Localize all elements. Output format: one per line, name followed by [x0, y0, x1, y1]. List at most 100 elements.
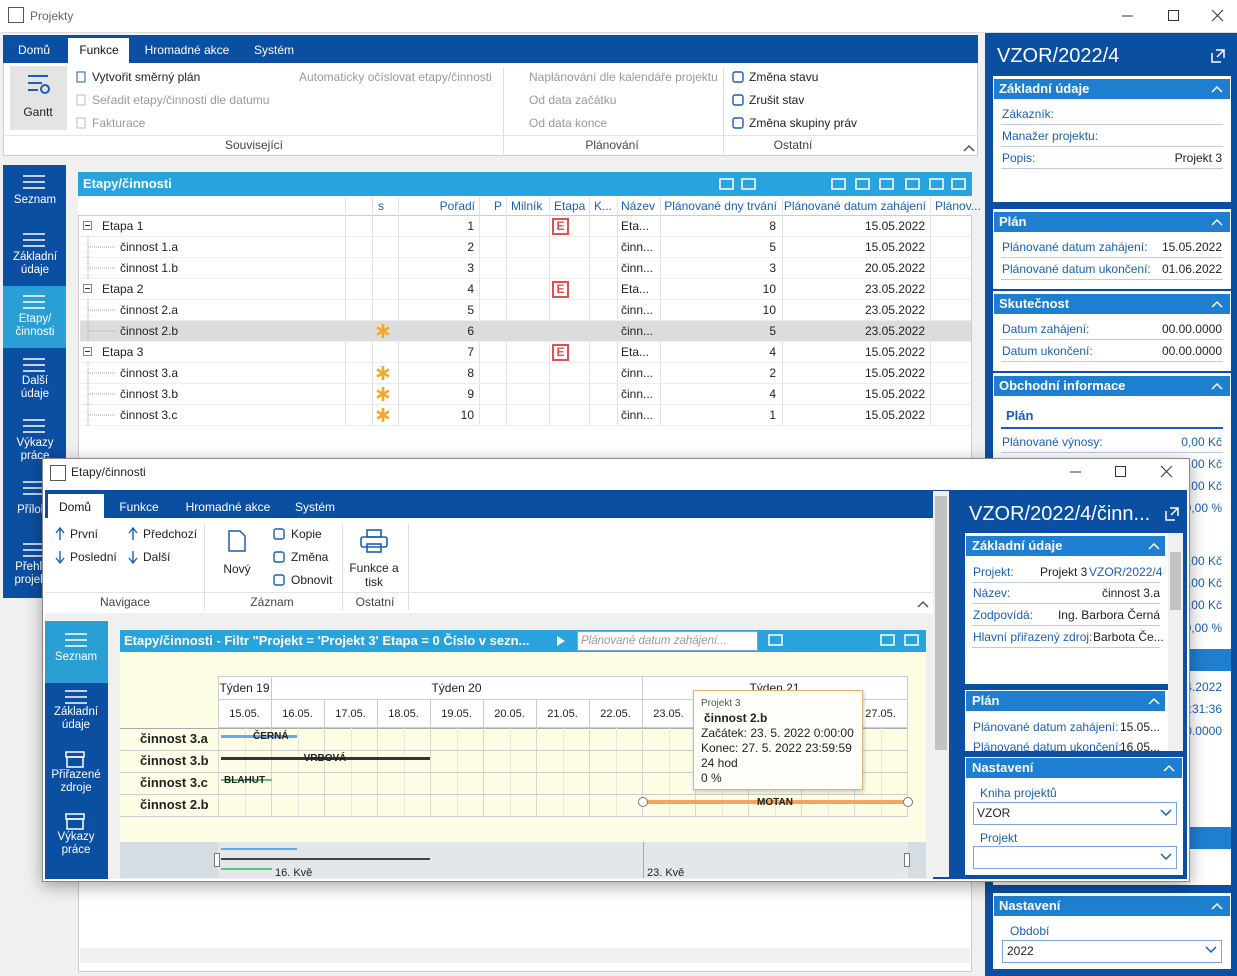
sidebar-item[interactable]: Výkazy práce [57, 831, 95, 856]
day-label: 19.05. [441, 708, 472, 720]
task-name[interactable]: činnost 3.a [120, 366, 179, 380]
field-line [1001, 146, 1223, 147]
separator [723, 68, 724, 154]
row-label[interactable]: činnost 3.b [140, 753, 209, 768]
ribbon-button[interactable]: Od data konce [529, 116, 608, 130]
ribbon-button[interactable]: Seřadit etapy/činnosti dle datumu [92, 93, 270, 107]
ribbon-button[interactable]: Automaticky očíslovat etapy/činnosti [299, 70, 492, 84]
task-name[interactable]: Etapa 2 [102, 282, 144, 296]
order: 1 [467, 219, 474, 233]
resource-label: MOTAN [757, 797, 793, 808]
card-heading-text: Obchodní informace [999, 378, 1126, 393]
active-tab [68, 38, 129, 63]
overview-range [218, 842, 908, 878]
field-value: 0,00 % [1184, 621, 1222, 635]
column-divider [617, 197, 618, 425]
start-date: 23.05.2022 [864, 324, 925, 338]
sidebar-item[interactable]: Základní údaje [12, 251, 58, 276]
card-heading-text: Nastavení [972, 760, 1034, 775]
button-icon [732, 94, 744, 106]
ribbon-tab[interactable]: Funkce [119, 500, 159, 514]
task-bar[interactable] [221, 757, 430, 760]
card-heading [965, 535, 1166, 557]
ribbon-button[interactable]: Naplánování dle kalendáře projektu [529, 70, 718, 84]
ribbon-button[interactable]: První [70, 527, 99, 541]
tree-connector [87, 404, 115, 425]
collapse-caret [1211, 218, 1223, 226]
field-line [1001, 339, 1223, 340]
button-icon [732, 117, 744, 129]
tooltip-line: 0 % [701, 771, 722, 785]
ribbon-tab[interactable]: Domů [58, 500, 91, 514]
order: 6 [467, 324, 474, 338]
ribbon-tab[interactable]: Funkce [79, 43, 119, 57]
ribbon-button[interactable]: Poslední [70, 550, 117, 564]
task-name[interactable]: činnost 2.b [120, 324, 179, 338]
sidebar-item[interactable]: Další údaje [20, 375, 50, 400]
collapse-caret [1211, 382, 1223, 390]
sidebar-item[interactable]: Seznam [54, 651, 98, 663]
task-name[interactable]: Etapa 1 [102, 219, 144, 233]
ribbon-tab[interactable]: Systém [294, 500, 335, 514]
field-label: Období [1010, 924, 1050, 938]
search-box[interactable] [577, 631, 758, 651]
ribbon-button[interactable]: Vytvořit směrný plán [92, 70, 201, 84]
ribbon-button[interactable]: Od data začátku [529, 93, 617, 107]
button-label: Gantt [23, 105, 53, 119]
ribbon-button[interactable]: Fakturace [92, 116, 146, 130]
ribbon-button[interactable]: Kopie [291, 527, 322, 541]
sidebar-item[interactable]: Seznam [13, 194, 57, 206]
ribbon-button[interactable]: Další [143, 550, 171, 564]
ribbon-button[interactable]: Předchozí [143, 527, 198, 541]
column-header: Plánov... [935, 199, 981, 213]
task-bar[interactable] [221, 735, 297, 738]
ribbon-tab[interactable]: Systém [253, 43, 294, 57]
task-title: činn... [621, 303, 654, 317]
stage-icon [552, 281, 569, 298]
row-label[interactable]: činnost 3.c [140, 775, 208, 790]
sidebar-item[interactable]: Základní údaje [53, 706, 99, 731]
field-value: 15.05.2022 [1161, 240, 1222, 254]
ribbon-tab[interactable]: Hromadné akce [144, 43, 230, 57]
ribbon-button[interactable]: Nový [223, 562, 251, 576]
ribbon-button[interactable]: Zrušit stav [749, 93, 805, 107]
field-label: Plánované datum ukončení: [973, 740, 1122, 754]
sidebar-item[interactable]: Etapy/ činnosti [15, 313, 55, 338]
task-name[interactable]: činnost 2.a [120, 303, 179, 317]
link[interactable]: VZOR/2022/4 [1089, 565, 1163, 579]
ribbon-tab[interactable]: Hromadné akce [185, 500, 271, 514]
task-name[interactable]: Etapa 3 [102, 345, 144, 359]
ribbon-button[interactable]: Obnovit [291, 573, 333, 587]
detail-title: VZOR/2022/4/činn... [969, 504, 1151, 524]
project-select[interactable] [973, 846, 1177, 869]
ribbon-button[interactable]: Změna stavu [749, 70, 819, 84]
toolbar-icon [831, 178, 846, 190]
row-label[interactable]: činnost 3.a [140, 731, 208, 746]
task-name[interactable]: činnost 1.a [120, 240, 179, 254]
book-select[interactable] [973, 802, 1177, 825]
task-name[interactable]: činnost 3.b [120, 387, 179, 401]
app-icon [8, 7, 24, 23]
ribbon-button[interactable]: Změna [291, 550, 329, 564]
ribbon-button[interactable]: Funkce a tisk [349, 561, 399, 589]
column-header: Plánované datum zahájení [783, 199, 926, 213]
column-divider [589, 197, 590, 425]
day-divider [589, 700, 590, 728]
row-label[interactable]: činnost 2.b [140, 797, 209, 812]
day-label: 18.05. [388, 708, 419, 720]
select-value[interactable]: 2022 [1007, 944, 1034, 958]
menu-icon [23, 295, 45, 309]
task-bar[interactable] [643, 800, 908, 804]
task-name[interactable]: činnost 3.c [120, 408, 178, 422]
tooltip-line: Začátek: 23. 5. 2022 0:00:00 [701, 726, 854, 740]
close-button [1160, 465, 1173, 478]
sidebar-item[interactable]: Přiřazené zdroje [51, 769, 101, 794]
ribbon-button[interactable]: Změna skupiny práv [749, 116, 858, 130]
task-bar[interactable] [221, 779, 272, 781]
field-label: Zodpovídá: [973, 608, 1034, 622]
period-select[interactable] [1002, 940, 1222, 963]
order: 7 [467, 345, 474, 359]
task-name[interactable]: činnost 1.b [120, 261, 179, 275]
select-value[interactable]: VZOR [977, 806, 1011, 820]
ribbon-tab[interactable]: Domů [17, 43, 50, 57]
